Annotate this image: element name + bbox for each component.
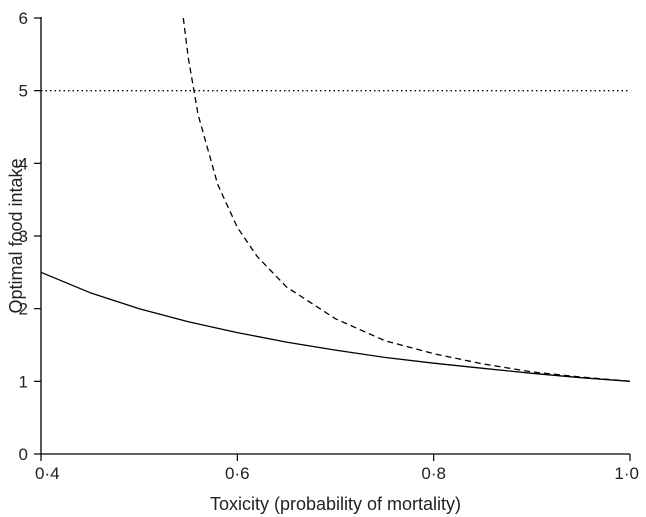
x-tick-label: 0·8 (421, 464, 446, 483)
y-tick-label: 6 (19, 9, 28, 28)
x-tick-label: 1·0 (614, 464, 639, 483)
y-tick-label: 4 (19, 154, 28, 173)
x-axis-title: Toxicity (probability of mortality) (210, 494, 461, 514)
series-line-solid (40, 271, 631, 382)
y-tick-label: 3 (19, 227, 28, 246)
plot-lines (40, 17, 631, 382)
y-axis-title: Optimal food intake (6, 158, 26, 313)
ticks: 0 1 2 3 4 5 6 0·4 0·6 0·8 1·0 (19, 9, 639, 483)
x-tick-label: 0·6 (225, 464, 250, 483)
series-line-dashed (182, 17, 631, 382)
y-tick-label: 1 (19, 372, 28, 391)
y-tick-label: 2 (19, 300, 28, 319)
x-tick-label: 0·4 (35, 464, 60, 483)
y-tick-label: 0 (19, 445, 28, 464)
y-tick-label: 5 (19, 82, 28, 101)
axes (40, 17, 630, 455)
